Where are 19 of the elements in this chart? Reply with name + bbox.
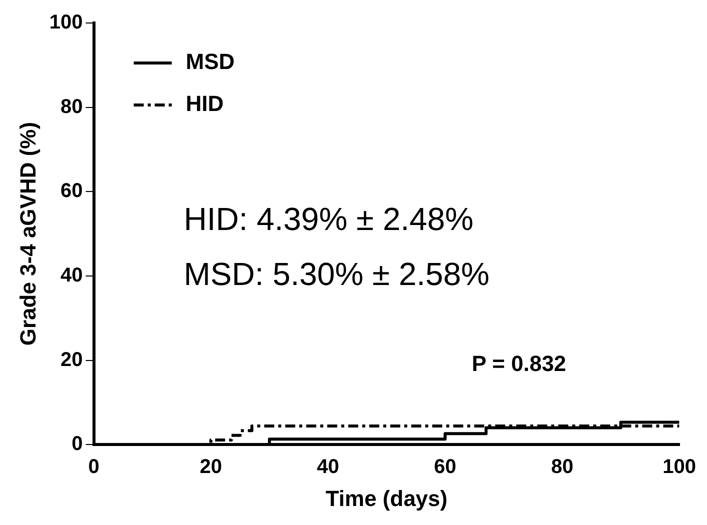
y-tick-label: 40 [60, 264, 83, 286]
y-tick-label: 20 [60, 348, 83, 371]
y-tick-label: 80 [60, 96, 83, 118]
annotation: MSD: 5.30% ± 2.58% [184, 256, 490, 292]
annotation: HID: 4.39% ± 2.48% [184, 200, 474, 237]
y-tick-label: 100 [49, 12, 83, 34]
annotation: P = 0.832 [472, 351, 566, 376]
x-tick-label: 40 [316, 456, 340, 478]
legend-label: HID [186, 91, 224, 116]
x-tick-label: 60 [434, 456, 456, 478]
x-axis-title: Time (days) [326, 486, 448, 511]
y-tick-label: 0 [72, 433, 83, 456]
x-tick-label: 0 [88, 456, 100, 478]
x-tick-label: 100 [662, 456, 696, 478]
legend-label: MSD [186, 49, 235, 74]
x-tick-label: 80 [551, 456, 574, 478]
y-axis-title: Grade 3-4 aGVHD (%) [15, 122, 40, 346]
y-tick-label: 60 [60, 180, 83, 202]
x-tick-label: 20 [200, 456, 222, 478]
